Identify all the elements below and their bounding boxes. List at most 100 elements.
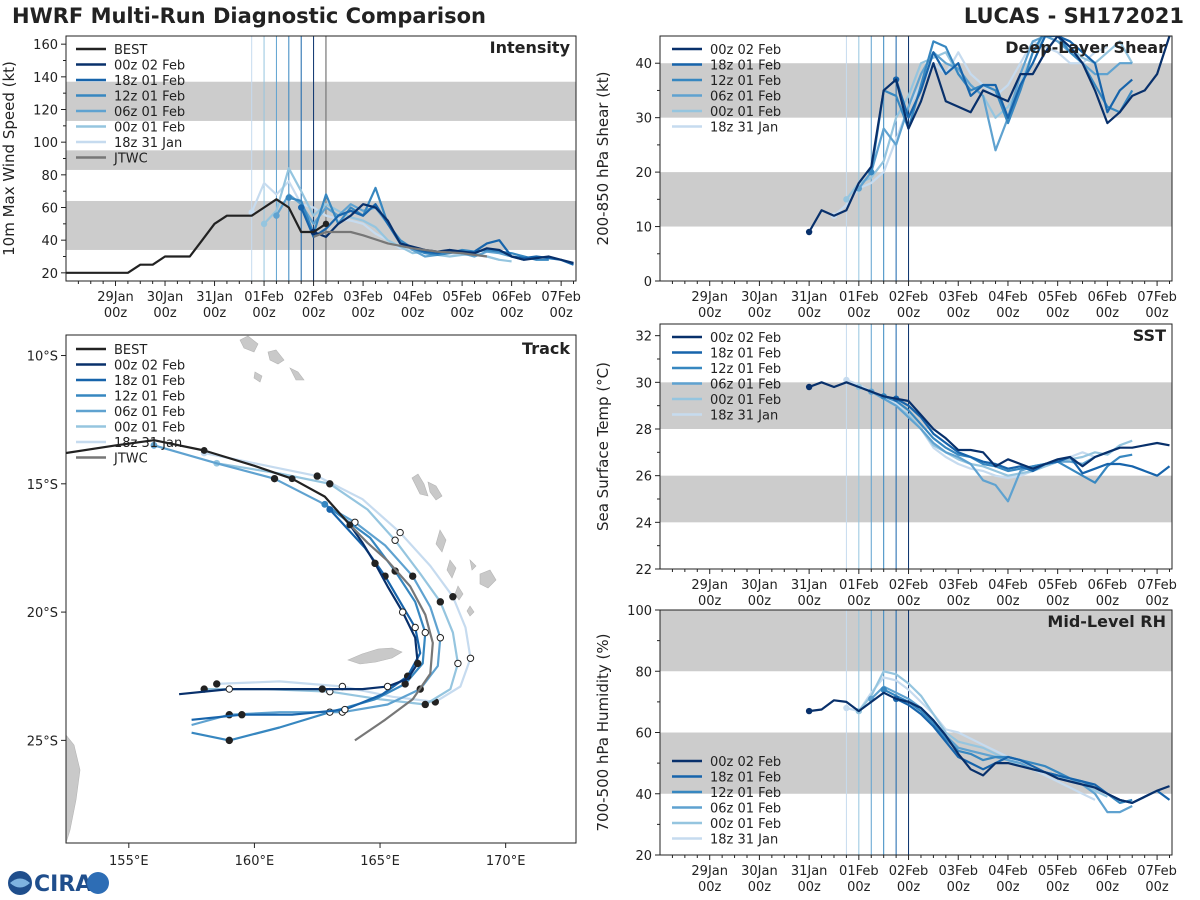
x-tick-label: 155°E <box>109 854 149 869</box>
legend-label: 18z 31 Jan <box>114 136 182 151</box>
x-tick-label: 29Jan <box>691 290 728 305</box>
x-tick-label: 31Jan <box>791 864 828 879</box>
solomon-islands-3 <box>289 367 305 381</box>
x-tick-label: 05Feb <box>1038 290 1078 305</box>
threshold-band <box>66 81 576 121</box>
legend-label: 06z 01 Feb <box>710 90 781 105</box>
x-tick-label-hour: 00z <box>847 594 871 609</box>
track-line-12z-01-Feb <box>191 503 427 742</box>
new-caledonia-landmass <box>347 647 403 665</box>
legend-label: 18z 01 Feb <box>114 374 185 389</box>
x-tick-label-hour: 00z <box>698 306 722 321</box>
y-tick-label: 30 <box>635 376 652 391</box>
track-init-marker <box>150 441 158 449</box>
x-tick-label-hour: 00z <box>797 880 821 895</box>
track-time-marker <box>270 474 279 483</box>
legend-label: 18z 01 Feb <box>710 771 781 786</box>
legend-label: 18z 01 Feb <box>114 74 185 89</box>
legend-label: 00z 01 Feb <box>710 817 781 832</box>
y-tick-label: 0 <box>644 275 652 290</box>
panel-title: SST <box>1133 326 1166 345</box>
x-tick-label: 02Feb <box>889 864 929 879</box>
x-tick-label: 04Feb <box>988 864 1028 879</box>
y-tick-label: 100 <box>33 136 58 151</box>
x-tick-label: 30Jan <box>147 290 184 305</box>
legend-label: 00z 02 Feb <box>114 359 185 374</box>
track-time-marker <box>398 608 407 616</box>
series-line-12z-01-Feb <box>883 395 1133 484</box>
legend-label: 12z 01 Feb <box>710 74 781 89</box>
x-tick-label-hour: 00z <box>1096 306 1120 321</box>
legend-label: 18z 31 Jan <box>710 409 778 424</box>
track-time-marker <box>318 685 326 693</box>
legend-label: 12z 01 Feb <box>114 90 185 105</box>
x-tick-label: 30Jan <box>741 290 778 305</box>
x-tick-label-hour: 00z <box>996 594 1020 609</box>
x-tick-label-hour: 00z <box>1046 594 1070 609</box>
legend-label: 06z 01 Feb <box>710 802 781 817</box>
y-tick-label: 26 <box>635 470 652 485</box>
init-marker <box>805 707 813 715</box>
y-tick-label: 15°S <box>27 478 58 493</box>
x-tick-label-hour: 00z <box>1096 594 1120 609</box>
x-tick-label: 30Jan <box>741 578 778 593</box>
y-tick-label: 80 <box>635 665 652 680</box>
x-tick-label: 160°E <box>235 854 275 869</box>
x-tick-label-hour: 00z <box>847 306 871 321</box>
track-time-marker <box>225 736 234 745</box>
x-tick-label: 05Feb <box>442 290 482 305</box>
series-line-12z-01-Feb <box>870 36 1134 173</box>
x-tick-label-hour: 00z <box>1096 880 1120 895</box>
init-marker <box>260 220 268 228</box>
x-tick-label-hour: 00z <box>947 594 971 609</box>
vanuatu-island-3 <box>435 529 447 553</box>
y-tick-label: 20 <box>635 166 652 181</box>
figure-title: HWRF Multi-Run Diagnostic Comparison <box>12 4 487 28</box>
legend-label: JTWC <box>113 452 148 467</box>
series-line-00z-02-Feb <box>808 381 1170 470</box>
y-tick-label: 140 <box>33 71 58 86</box>
init-marker <box>843 196 850 203</box>
x-tick-label: 04Feb <box>393 290 433 305</box>
storm-id-title: LUCAS - SH172021 <box>963 4 1184 28</box>
track-time-marker <box>466 654 475 662</box>
x-tick-label: 03Feb <box>938 290 978 305</box>
vanuatu-island-6 <box>466 605 475 617</box>
init-marker <box>273 212 280 219</box>
x-tick-label: 06Feb <box>1088 578 1128 593</box>
x-tick-label-hour: 00z <box>748 880 772 895</box>
x-tick-label: 01Feb <box>839 864 879 879</box>
fiji-island-2 <box>469 559 477 571</box>
x-tick-label-hour: 00z <box>698 880 722 895</box>
track-time-marker <box>411 623 419 632</box>
track-time-marker <box>213 680 221 688</box>
x-tick-label: 01Feb <box>244 290 284 305</box>
jtwc-line <box>313 230 488 258</box>
x-tick-label: 30Jan <box>741 864 778 879</box>
x-tick-label-hour: 00z <box>1145 306 1169 321</box>
track-time-marker <box>454 659 462 668</box>
y-tick-label: 30 <box>635 112 652 127</box>
y-axis-label: 10m Max Wind Speed (kt) <box>0 61 18 256</box>
track-time-marker <box>313 472 321 480</box>
best-track-marker <box>346 521 354 529</box>
x-tick-label-hour: 00z <box>947 880 971 895</box>
track-time-marker <box>391 536 399 544</box>
series-line-18z-01-Feb <box>300 203 574 266</box>
threshold-band <box>660 475 1172 523</box>
x-tick-label: 02Feb <box>889 578 929 593</box>
x-tick-label: 07Feb <box>1137 290 1177 305</box>
init-marker <box>843 376 850 384</box>
track-time-marker <box>238 711 246 719</box>
best-track-marker <box>200 447 208 454</box>
x-tick-label-hour: 00z <box>549 306 573 321</box>
x-tick-label: 03Feb <box>938 864 978 879</box>
legend-label: 06z 01 Feb <box>114 105 185 120</box>
x-tick-label-hour: 00z <box>947 306 971 321</box>
x-tick-label-hour: 00z <box>797 306 821 321</box>
legend-label: 12z 01 Feb <box>710 786 781 801</box>
y-tick-label: 120 <box>33 104 58 119</box>
legend-label: BEST <box>114 343 147 358</box>
x-tick-label: 03Feb <box>938 578 978 593</box>
